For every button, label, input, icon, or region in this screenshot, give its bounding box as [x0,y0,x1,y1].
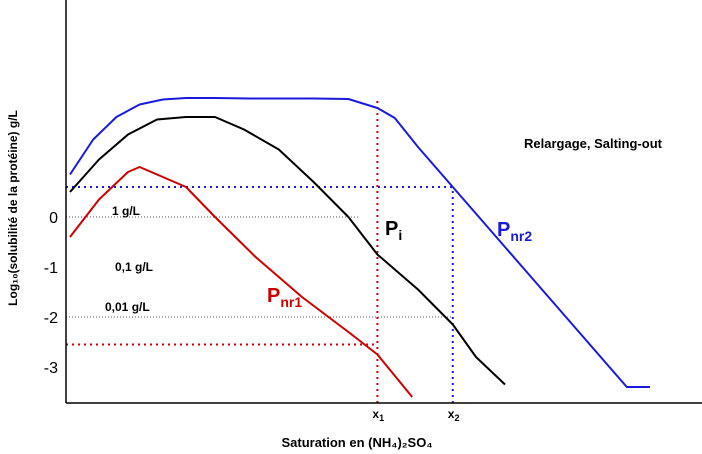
series-line-Pnr1 [69,166,413,398]
series-line-Pi [69,116,506,386]
series-line-Pnr2 [69,97,650,388]
reference-label-1: 0,1 g/L [115,260,153,274]
x-tick-labels: x1 x2 [372,407,459,423]
x-tick-label-1: x2 [448,407,460,423]
y-tick-label-3: -3 [44,360,58,377]
reference-label-0: 1 g/L [112,204,140,218]
reference-lines [66,216,452,318]
y-tick-label-1: -1 [44,260,58,277]
series-label-Pnr1: Pnr1 [267,285,302,310]
x-axis-title: Saturation en (NH₄)₂SO₄ [281,435,432,450]
reference-label-2: 0,01 g/L [105,300,150,314]
x-tick-label-0: x1 [372,407,384,423]
y-tick-label-0: 0 [49,210,58,227]
reference-labels: 1 g/L 0,1 g/L 0,01 g/L [105,204,153,314]
guide-lines [66,99,454,403]
series-label-Pi: Pi [385,218,402,243]
series-lines [69,97,650,398]
y-tick-label-2: -2 [44,310,58,327]
annotation-salting-out: Relargage, Salting-out [524,136,663,151]
series-label-Pnr2: Pnr2 [497,219,532,244]
y-axis-title: Log₁₀(solubilité de la protéine) g/L [6,110,20,306]
y-tick-labels: 0 -1 -2 -3 [44,210,58,377]
